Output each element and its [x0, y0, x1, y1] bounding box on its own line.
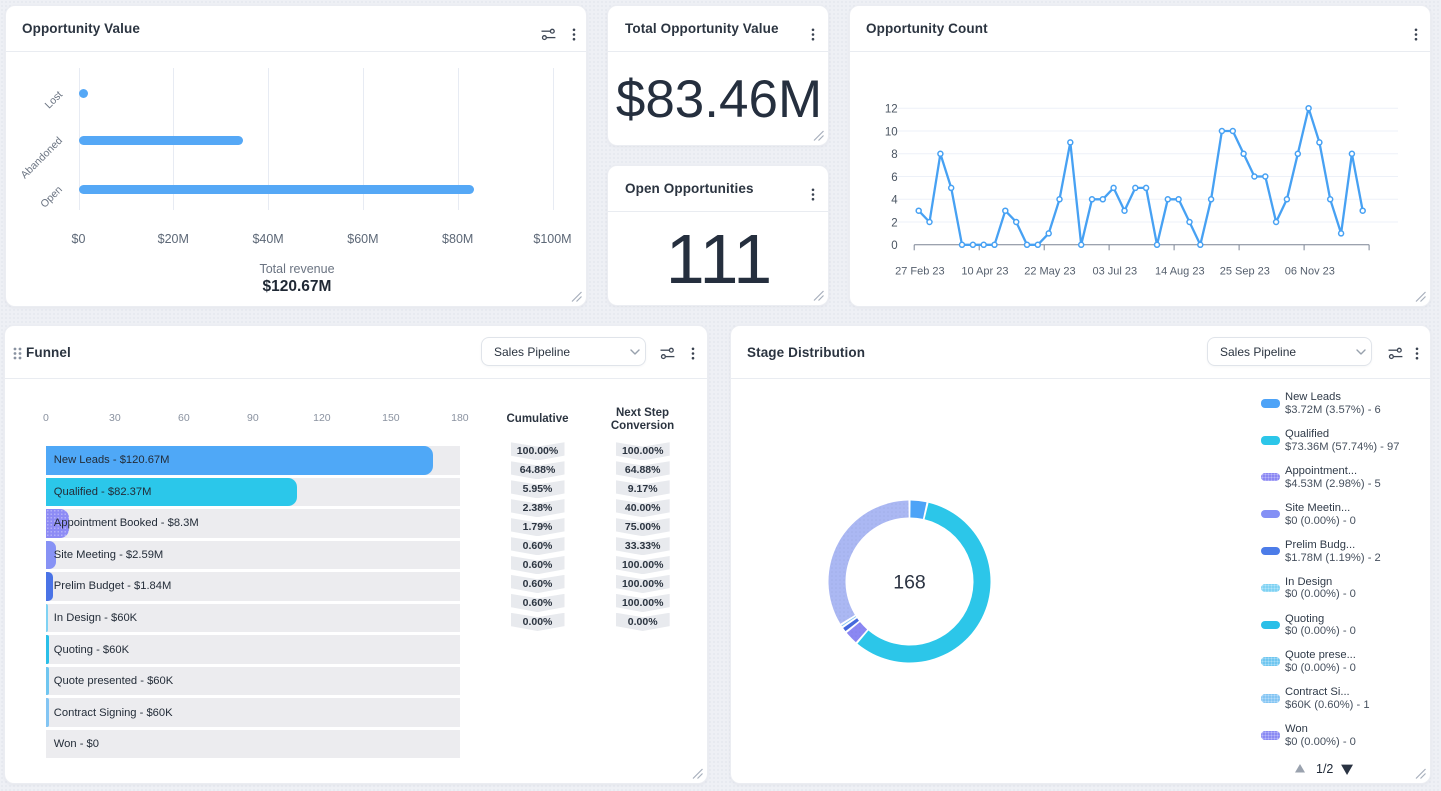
svg-text:25 Sep 23: 25 Sep 23	[1220, 266, 1270, 278]
svg-text:6: 6	[891, 172, 897, 184]
svg-text:10 Apr 23: 10 Apr 23	[961, 266, 1008, 278]
svg-text:2: 2	[891, 217, 897, 229]
svg-text:03 Jul 23: 03 Jul 23	[1092, 266, 1137, 278]
svg-text:06 Nov 23: 06 Nov 23	[1285, 266, 1335, 278]
svg-text:0: 0	[891, 240, 897, 252]
svg-text:22 May 23: 22 May 23	[1024, 266, 1075, 278]
svg-text:10: 10	[885, 126, 898, 138]
svg-text:14 Aug 23: 14 Aug 23	[1155, 266, 1205, 278]
svg-text:12: 12	[885, 104, 898, 116]
svg-text:168: 168	[893, 571, 926, 593]
svg-text:8: 8	[891, 149, 897, 161]
svg-text:27 Feb 23: 27 Feb 23	[895, 266, 945, 278]
svg-text:4: 4	[891, 195, 898, 207]
